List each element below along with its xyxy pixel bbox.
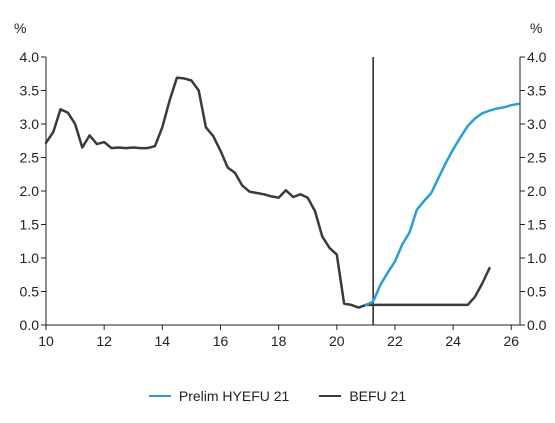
x-tick-label: 14 bbox=[155, 333, 171, 349]
legend: Prelim HYEFU 21 BEFU 21 bbox=[0, 384, 555, 408]
right-y-tick-label: 0.0 bbox=[527, 317, 547, 333]
legend-item-befu-21: BEFU 21 bbox=[319, 388, 406, 404]
right-y-tick-label: 0.5 bbox=[527, 284, 547, 300]
right-y-tick-label: 4.0 bbox=[527, 49, 547, 65]
legend-label-befu-21: BEFU 21 bbox=[349, 388, 407, 404]
legend-swatch-prelim-hyefu-21 bbox=[148, 395, 171, 397]
axes-group bbox=[45, 57, 521, 326]
left-y-tick-label: 2.5 bbox=[20, 150, 40, 166]
x-tick-label: 26 bbox=[503, 333, 519, 349]
x-tick-label: 12 bbox=[96, 333, 112, 349]
series-group bbox=[44, 76, 520, 309]
x-tick-label: 10 bbox=[38, 333, 54, 349]
series-line-befu-21 bbox=[44, 76, 491, 309]
x-tick-label: 18 bbox=[271, 333, 287, 349]
left-y-tick-label: 1.5 bbox=[20, 217, 40, 233]
left-y-tick-label: 0.0 bbox=[20, 317, 40, 333]
right-y-tick-label: 3.5 bbox=[527, 83, 547, 99]
series-line-prelim-hyefu-21 bbox=[364, 102, 520, 307]
legend-item-prelim-hyefu-21: Prelim HYEFU 21 bbox=[148, 388, 290, 404]
right-y-tick-label: 1.5 bbox=[527, 217, 547, 233]
right-axis-unit-label: % bbox=[530, 20, 542, 36]
x-tick-label: 22 bbox=[387, 333, 403, 349]
left-y-tick-label: 2.0 bbox=[20, 183, 40, 199]
legend-label-prelim-hyefu-21: Prelim HYEFU 21 bbox=[178, 388, 290, 404]
left-y-tick-label: 3.5 bbox=[20, 83, 40, 99]
right-y-tick-label: 3.0 bbox=[527, 116, 547, 132]
x-tick-label: 20 bbox=[329, 333, 345, 349]
left-y-tick-label: 3.0 bbox=[20, 116, 40, 132]
left-y-tick-label: 0.5 bbox=[20, 284, 40, 300]
right-y-tick-label: 1.0 bbox=[527, 250, 547, 266]
chart-svg: % % 0.0 0.0 0.5 0.5 1.0 1.0 1.5 1.5 2.0 2.0 2.5 2.5… bbox=[14, 20, 547, 349]
x-tick-label: 24 bbox=[445, 333, 461, 349]
x-tick-label: 16 bbox=[213, 333, 229, 349]
left-y-tick-label: 1.0 bbox=[20, 250, 40, 266]
left-axis-unit-label: % bbox=[14, 20, 26, 36]
left-y-tick-label: 4.0 bbox=[20, 49, 40, 65]
right-y-tick-label: 2.0 bbox=[527, 183, 547, 199]
right-y-tick-label: 2.5 bbox=[527, 150, 547, 166]
ticks-group: 0.0 0.0 0.5 0.5 1.0 1.0 1.5 1.5 2.0 2.0 2.5 2.5 3.0 3… bbox=[20, 49, 547, 349]
legend-swatch-befu-21 bbox=[319, 395, 342, 397]
